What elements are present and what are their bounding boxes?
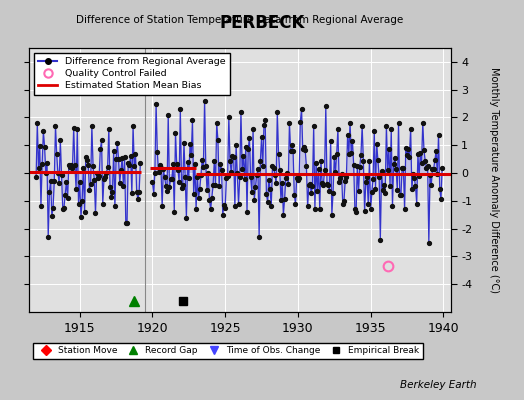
Text: PERBECK: PERBECK [220, 14, 304, 32]
Legend: Station Move, Record Gap, Time of Obs. Change, Empirical Break: Station Move, Record Gap, Time of Obs. C… [34, 343, 423, 359]
Text: Berkeley Earth: Berkeley Earth [400, 380, 477, 390]
Title: Difference of Station Temperature Data from Regional Average: Difference of Station Temperature Data f… [76, 15, 403, 25]
Y-axis label: Monthly Temperature Anomaly Difference (°C): Monthly Temperature Anomaly Difference (… [489, 67, 499, 293]
